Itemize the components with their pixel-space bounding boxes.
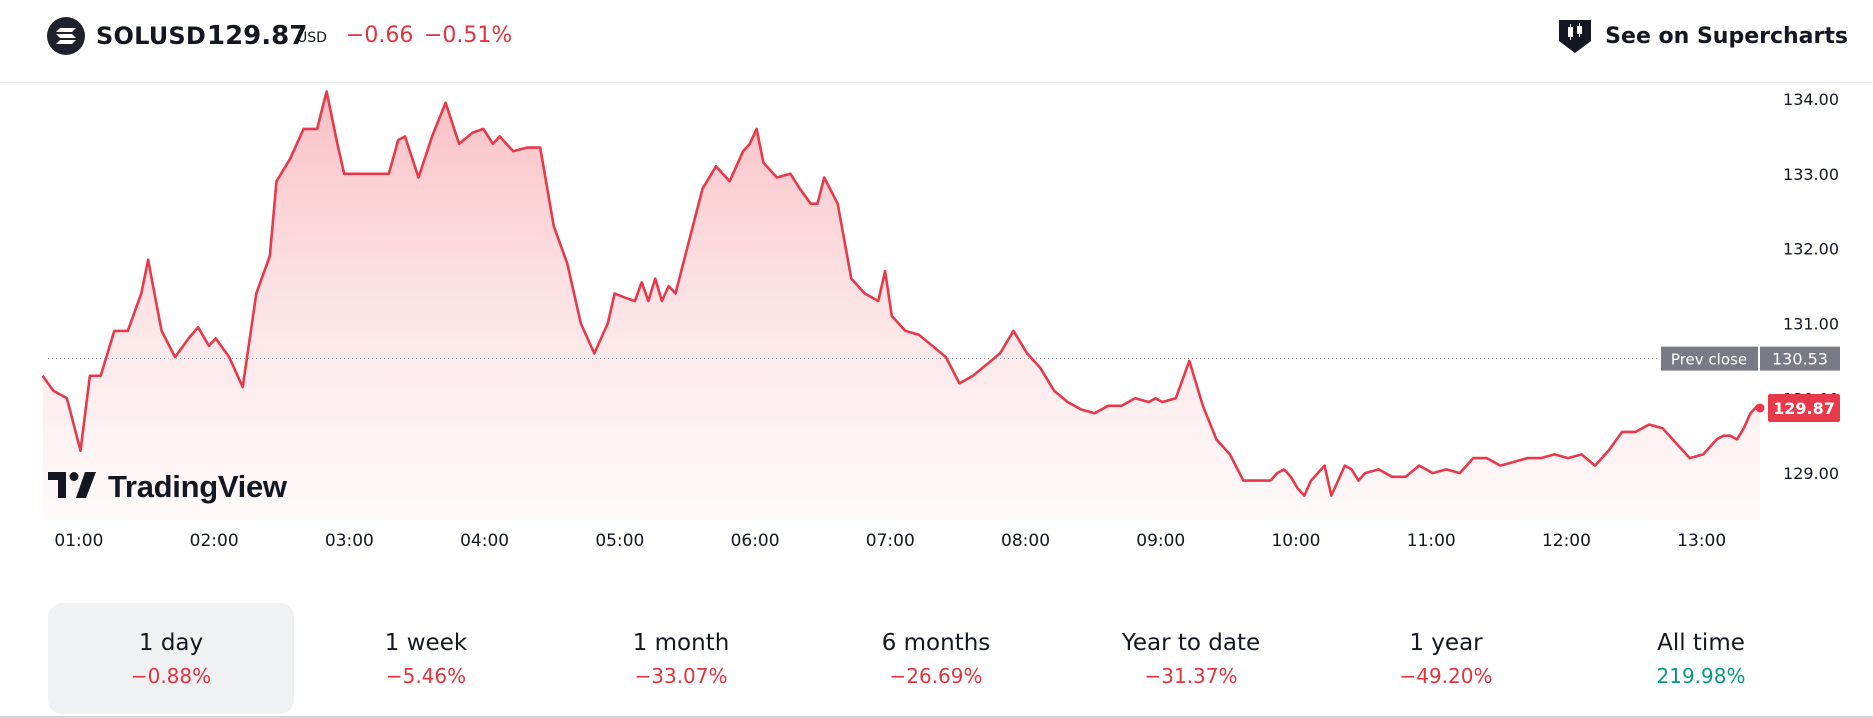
x-tick-label: 13:00 [1677, 531, 1726, 551]
prev-close-badge: Prev close 130.53 [1661, 346, 1840, 371]
tab-label: Year to date [1121, 629, 1261, 656]
tradingview-logo-icon [48, 472, 96, 502]
tab-label: 1 month [632, 629, 730, 656]
candlestick-flag-icon [1555, 17, 1595, 55]
tab-year-to-date[interactable]: Year to date −31.37% [1068, 603, 1314, 714]
prev-close-value: 130.53 [1772, 350, 1828, 369]
tab-1-day[interactable]: 1 day −0.88% [48, 603, 294, 714]
tab-change: −0.88% [130, 663, 212, 688]
currency-label: USD [297, 30, 327, 46]
x-tick-label: 08:00 [1001, 531, 1050, 551]
period-tabs: 1 day −0.88% 1 week −5.46% 1 month −33.0… [48, 603, 1844, 714]
prev-close-label-box [1661, 346, 1758, 371]
prev-close-value-box [1760, 346, 1840, 371]
x-tick-label: 09:00 [1136, 531, 1185, 551]
y-tick-label: 133.00 [1783, 165, 1839, 184]
tab-label: 1 day [138, 629, 204, 656]
tab-change: −49.20% [1399, 663, 1493, 688]
see-on-supercharts-button[interactable]: See on Supercharts [1555, 15, 1848, 57]
x-tick-label: 02:00 [190, 531, 239, 551]
tab-label: 6 months [881, 629, 991, 656]
price-change: −0.66 [346, 23, 414, 48]
tab-change: −31.37% [1144, 663, 1238, 688]
tab-all-time[interactable]: All time 219.98% [1578, 603, 1824, 714]
tab-1-year[interactable]: 1 year −49.20% [1323, 603, 1569, 714]
last-price-badge: 129.87 [1768, 394, 1840, 423]
last-price-value: 129.87 [1773, 399, 1835, 418]
tab-label: 1 year [1409, 629, 1483, 656]
solana-logo-icon [47, 17, 85, 55]
tab-6-months[interactable]: 6 months −26.69% [813, 603, 1059, 714]
price-area-fill [42, 91, 1761, 520]
prev-close-label: Prev close [1671, 351, 1747, 369]
tradingview-watermark: TradingView [48, 466, 287, 508]
tab-label: 1 week [384, 629, 468, 656]
y-tick-label: 129.00 [1783, 464, 1839, 483]
x-tick-label: 10:00 [1271, 531, 1320, 551]
x-tick-label: 03:00 [325, 531, 374, 551]
last-price-box [1768, 394, 1840, 423]
x-tick-label: 04:00 [460, 531, 509, 551]
tradingview-wordmark: TradingView [108, 469, 287, 504]
y-tick-label: 132.00 [1783, 240, 1839, 259]
last-price: 129.87 [207, 21, 308, 51]
x-tick-label: 07:00 [866, 531, 915, 551]
x-tick-label: 11:00 [1407, 531, 1456, 551]
tab-change: 219.98% [1656, 663, 1746, 688]
tab-label: All time [1657, 629, 1745, 656]
tab-1-month[interactable]: 1 month −33.07% [558, 603, 804, 714]
price-change-percent: −0.51% [424, 23, 513, 48]
tab-change: −33.07% [634, 663, 728, 688]
see-on-supercharts-label: See on Supercharts [1605, 23, 1848, 49]
x-tick-label: 05:00 [595, 531, 644, 551]
tab-change: −5.46% [385, 663, 467, 688]
y-tick-label: 134.00 [1783, 90, 1839, 109]
x-tick-label: 12:00 [1542, 531, 1591, 551]
x-tick-label: 06:00 [731, 531, 780, 551]
y-tick-label: 131.00 [1783, 314, 1839, 333]
symbol-name[interactable]: SOLUSD [96, 22, 207, 50]
bottom-divider [0, 716, 1873, 718]
tab-change: −26.69% [889, 663, 983, 688]
x-tick-label: 01:00 [54, 531, 103, 551]
symbol-header: SOLUSD 129.87 USD −0.66 −0.51% See on Su… [0, 0, 1873, 83]
last-price-point [1755, 403, 1765, 413]
tab-1-week[interactable]: 1 week −5.46% [303, 603, 549, 714]
price-line [41, 90, 1761, 497]
